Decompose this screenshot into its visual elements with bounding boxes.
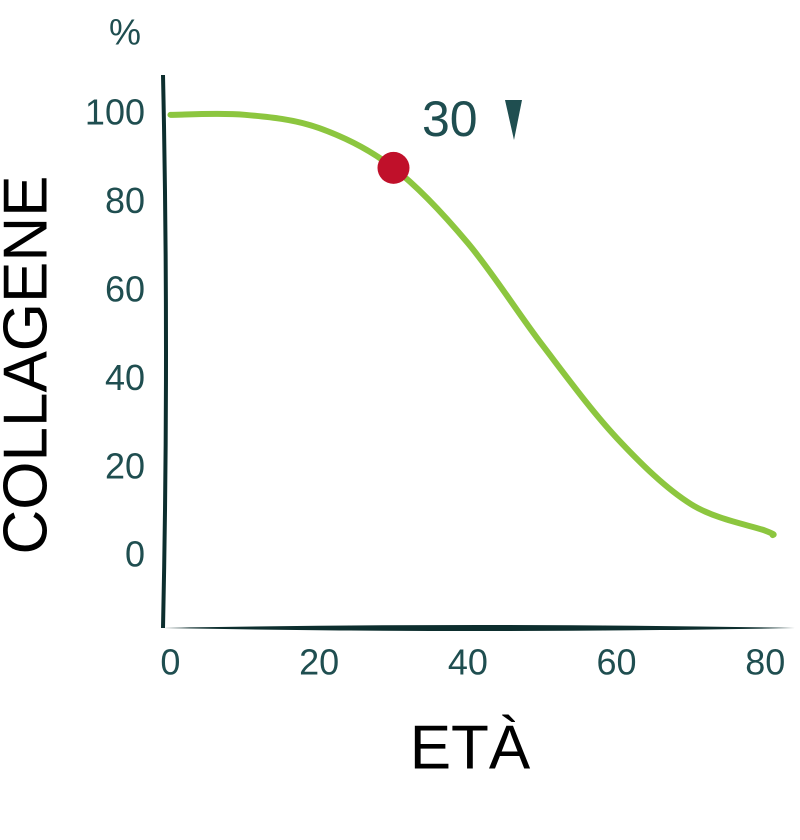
data-line [167, 110, 777, 539]
x-tick-label: 0 [160, 642, 180, 683]
x-tick-label: 80 [745, 642, 785, 683]
highlight-arrow [505, 100, 522, 140]
x-tick-label: 40 [448, 642, 488, 683]
x-tick-label: 60 [597, 642, 637, 683]
y-axis-label: COLLAGENE [0, 175, 60, 554]
y-unit: % [109, 12, 141, 53]
x-axis-label: ETÀ [410, 713, 531, 782]
x-axis [163, 625, 795, 631]
y-tick-label: 100 [85, 91, 145, 132]
y-axis [161, 75, 168, 628]
y-tick-label: 40 [105, 357, 145, 398]
y-tick-label: 20 [105, 445, 145, 486]
y-tick-label: 0 [125, 534, 145, 575]
x-tick-label: 20 [299, 642, 339, 683]
highlight-label: 30 [422, 91, 478, 147]
y-tick-label: 60 [105, 268, 145, 309]
y-tick-label: 80 [105, 180, 145, 221]
highlight-point [377, 151, 410, 184]
